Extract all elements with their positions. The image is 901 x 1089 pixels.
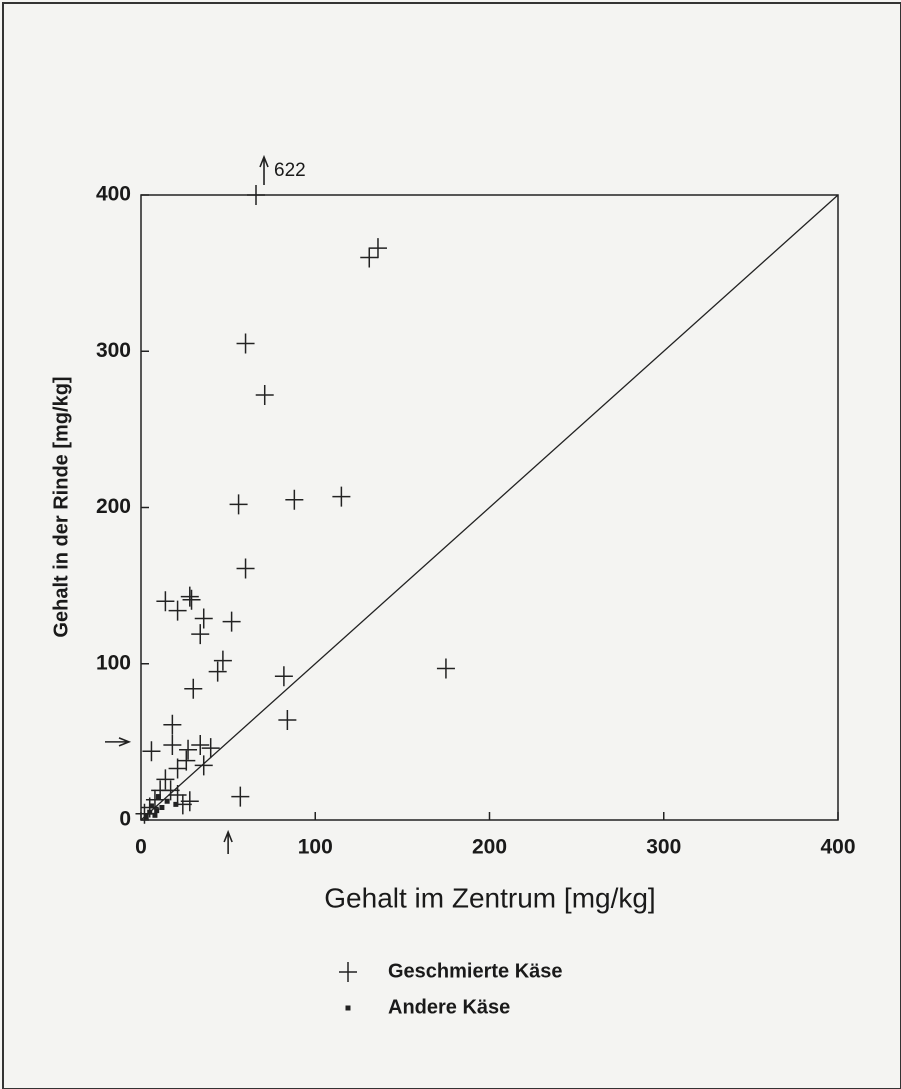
point bbox=[168, 785, 187, 805]
point bbox=[145, 789, 164, 810]
x-tick-label: 0 bbox=[135, 836, 147, 859]
point bbox=[278, 710, 297, 730]
x-tick-label: 100 bbox=[298, 836, 333, 859]
point bbox=[184, 678, 203, 699]
point bbox=[142, 741, 161, 762]
x-tick-label: 200 bbox=[472, 836, 507, 859]
diagonal-line bbox=[140, 194, 839, 821]
point bbox=[194, 608, 213, 629]
point bbox=[177, 750, 196, 771]
point bbox=[164, 798, 170, 804]
legend-label: Geschmierte Käse bbox=[388, 960, 563, 982]
point bbox=[152, 812, 158, 818]
x-tick-label: 400 bbox=[820, 836, 855, 859]
y-tick-label: 300 bbox=[96, 339, 131, 362]
point bbox=[156, 591, 175, 612]
point bbox=[163, 714, 182, 735]
point bbox=[274, 666, 293, 687]
legend-label: Andere Käse bbox=[388, 996, 510, 1018]
point bbox=[191, 624, 210, 645]
point bbox=[168, 758, 187, 779]
point bbox=[213, 650, 232, 671]
point bbox=[236, 333, 255, 354]
point bbox=[147, 809, 153, 815]
point bbox=[168, 600, 187, 621]
point bbox=[156, 769, 175, 790]
point bbox=[182, 589, 201, 610]
point bbox=[255, 385, 274, 405]
point bbox=[436, 658, 455, 679]
y-axis-label: Gehalt in der Rinde [mg/kg] bbox=[50, 376, 72, 637]
point bbox=[180, 791, 199, 812]
point bbox=[368, 238, 387, 259]
point bbox=[247, 185, 266, 205]
legend-marker bbox=[339, 962, 357, 982]
point bbox=[208, 661, 227, 682]
x-reference-arrow bbox=[223, 829, 233, 854]
point bbox=[173, 801, 179, 807]
point bbox=[285, 489, 304, 510]
point bbox=[360, 247, 379, 268]
point bbox=[222, 611, 241, 632]
point bbox=[155, 794, 161, 800]
point bbox=[231, 786, 250, 807]
point bbox=[236, 558, 255, 579]
x-tick-label: 300 bbox=[646, 836, 681, 859]
point bbox=[143, 814, 149, 820]
legend-marker bbox=[345, 1005, 351, 1011]
point bbox=[179, 739, 198, 760]
x-axis-label: Gehalt im Zentrum [mg/kg] bbox=[324, 882, 655, 913]
point bbox=[180, 586, 199, 607]
y-tick-label: 100 bbox=[96, 651, 131, 674]
point bbox=[163, 735, 182, 755]
y-tick-label: 400 bbox=[96, 183, 131, 206]
y-tick-label: 0 bbox=[119, 808, 131, 831]
point bbox=[191, 735, 210, 755]
point bbox=[159, 805, 165, 810]
annotation-arrow bbox=[259, 154, 269, 185]
y-reference-arrow bbox=[105, 737, 132, 747]
y-tick-label: 200 bbox=[96, 495, 131, 518]
point bbox=[148, 803, 154, 809]
point bbox=[201, 738, 220, 759]
point bbox=[194, 755, 213, 776]
point bbox=[229, 494, 248, 515]
annotation: 622 bbox=[274, 160, 306, 181]
point bbox=[332, 486, 351, 507]
point bbox=[154, 808, 160, 814]
point bbox=[161, 780, 180, 801]
